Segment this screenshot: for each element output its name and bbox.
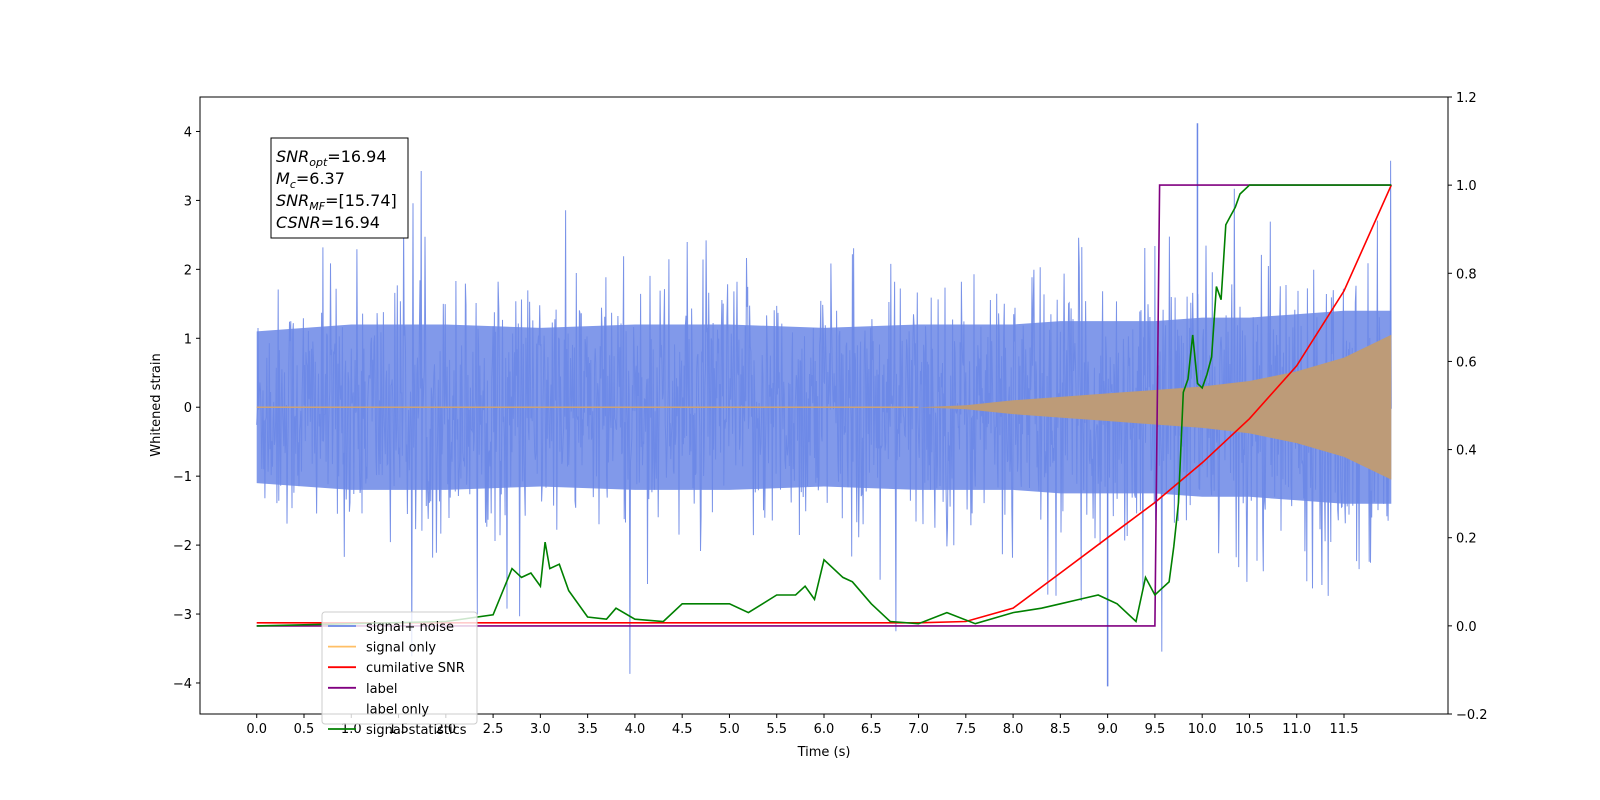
annotation-line: SNRMF=[15.74] — [276, 191, 397, 213]
y-tick-label: 1 — [184, 332, 192, 347]
x-tick-label: 4.0 — [625, 722, 646, 737]
x-axis: 0.0 0.5 1.0 1.5 2.0 2.5 3.0 3.5 4.0 4.5 5.0 5.5 6.0 6… — [246, 714, 1358, 737]
x-tick-label: 4.5 — [672, 722, 693, 737]
y-tick-label: −3 — [173, 608, 192, 623]
x-tick-label: 11.0 — [1282, 722, 1311, 737]
x-tick-label: 8.5 — [1050, 722, 1071, 737]
y-tick-label: 2 — [184, 263, 192, 278]
x-tick-label: 1.5 — [388, 722, 409, 737]
y-tick-label: −2 — [173, 539, 192, 554]
y-axis-right: −0.2 0.0 0.2 0.4 0.6 0.8 1.0 1.2 — [1448, 91, 1488, 723]
y-tick-label: −1 — [173, 470, 192, 485]
y-tick-label: 0 — [184, 401, 192, 416]
legend: signal+ noise signal only cumilative SNR la… — [321, 611, 478, 738]
series-cumilative-snr — [256, 184, 1393, 624]
x-tick-label: 5.5 — [766, 722, 787, 737]
x-tick-label: 11.5 — [1330, 722, 1359, 737]
y2-tick-label: 0.4 — [1456, 444, 1477, 459]
y2-tick-label: 1.2 — [1456, 91, 1477, 106]
legend-label: signal only — [366, 641, 436, 656]
y2-tick-label: 0.2 — [1456, 532, 1477, 547]
legend-label: label — [366, 682, 397, 697]
x-axis-title: Time (s) — [797, 745, 851, 760]
y-tick-label: 4 — [184, 125, 192, 140]
x-tick-label: 2.0 — [435, 722, 456, 737]
y2-tick-label: 1.0 — [1456, 179, 1477, 194]
annotation-box — [270, 137, 409, 239]
legend-label: cumilative SNR — [366, 661, 465, 676]
signal-only-band — [256, 334, 1392, 480]
x-tick-label: 3.0 — [530, 722, 551, 737]
x-tick-label: 5.0 — [719, 722, 740, 737]
legend-label: signal statistics — [366, 723, 467, 738]
y-tick-label: −4 — [173, 677, 192, 692]
y-tick-label: 3 — [184, 194, 192, 209]
x-tick-label: 7.0 — [908, 722, 929, 737]
annotation-line: SNRopt=16.94 — [276, 147, 387, 169]
x-tick-label: 10.0 — [1188, 722, 1217, 737]
series-signal-only — [256, 334, 1392, 480]
annotation-line: CSNR=16.94 — [276, 213, 380, 232]
x-tick-label: 3.5 — [577, 722, 598, 737]
y2-tick-label: 0.6 — [1456, 355, 1477, 370]
y2-tick-label: 0.8 — [1456, 267, 1477, 282]
series-signal-statistics — [256, 184, 1392, 627]
annotation-line: Mc=6.37 — [276, 169, 345, 191]
x-tick-label: 10.5 — [1235, 722, 1264, 737]
x-tick-label: 8.0 — [1003, 722, 1024, 737]
legend-label: label only — [366, 702, 429, 717]
x-tick-label: 6.5 — [861, 722, 882, 737]
plot-area — [256, 123, 1393, 687]
x-tick-label: 0.0 — [246, 722, 267, 737]
x-tick-label: 0.5 — [294, 722, 315, 737]
x-tick-label: 9.0 — [1097, 722, 1118, 737]
y2-tick-label: 0.0 — [1456, 620, 1477, 635]
x-tick-label: 9.5 — [1145, 722, 1166, 737]
legend-label: signal+ noise — [366, 620, 454, 635]
x-tick-label: 6.0 — [814, 722, 835, 737]
x-tick-label: 2.5 — [483, 722, 504, 737]
y-axis-left: −4 −3 −2 −1 0 1 2 3 4 — [173, 125, 200, 692]
legend-box — [321, 611, 478, 725]
stats-annotation: SNRopt=16.94Mc=6.37SNRMF=[15.74]CSNR=16.… — [270, 137, 409, 239]
y-axis-title: Whitened strain — [149, 353, 164, 456]
y2-tick-label: −0.2 — [1456, 708, 1488, 723]
x-tick-label: 7.5 — [955, 722, 976, 737]
